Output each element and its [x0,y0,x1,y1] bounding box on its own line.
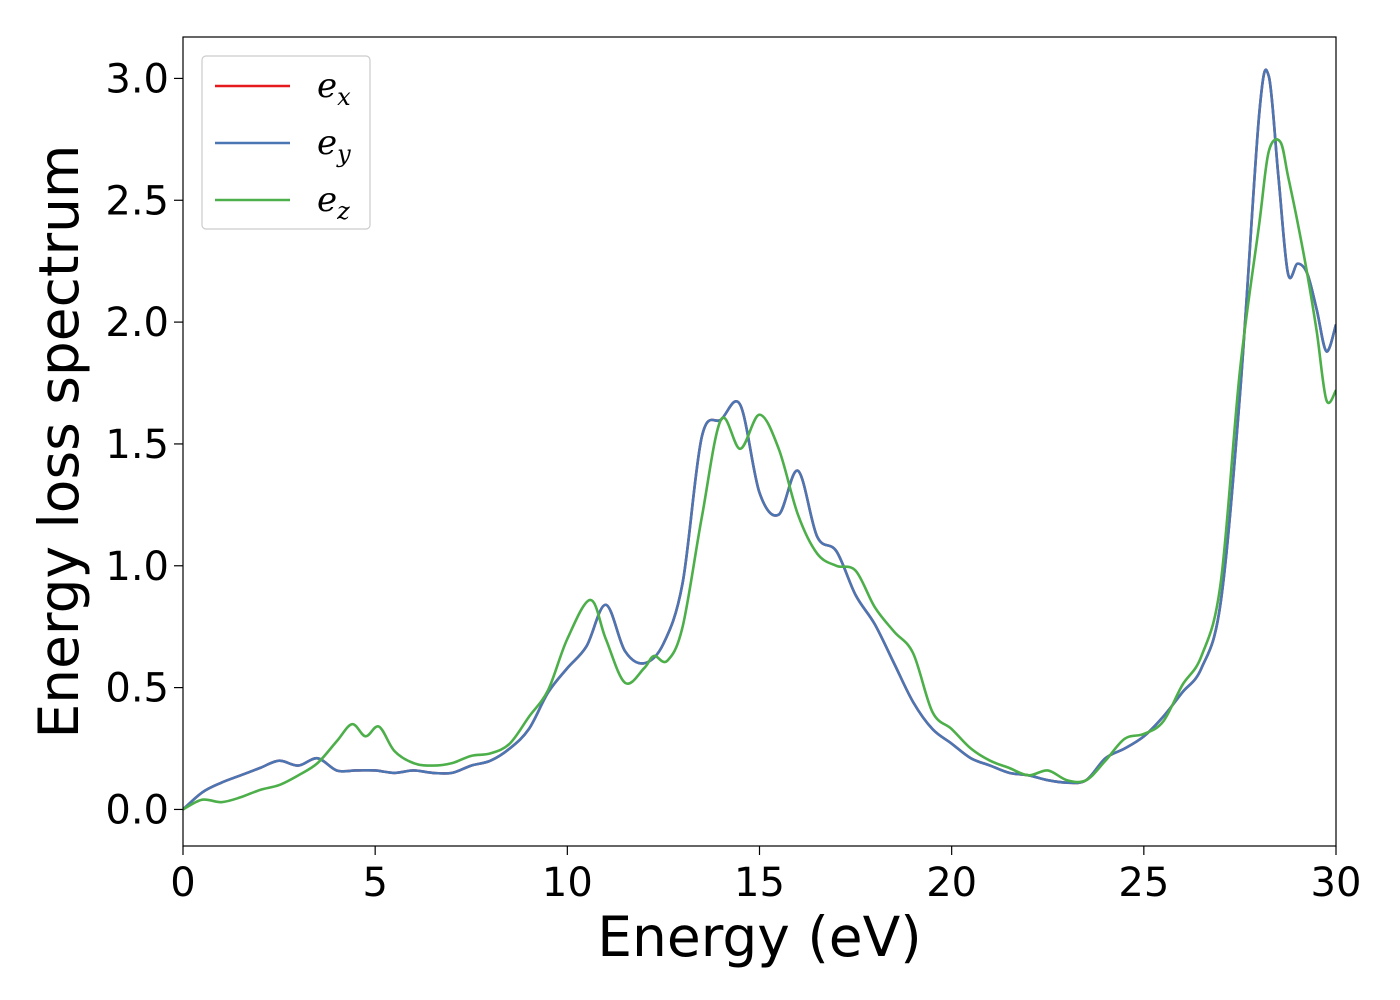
x-tick-label: 15 [734,860,785,906]
legend-label-x: ex [317,66,351,111]
x-tick-label: 30 [1311,860,1362,906]
series-line-y [183,68,1336,811]
y-tick-label: 3.0 [105,56,169,102]
y-tick-label: 2.5 [105,178,169,224]
y-tick-label: 1.5 [105,422,169,468]
x-tick-label: 0 [170,860,195,906]
legend-label-z: ez [317,180,350,225]
x-axis-title: Energy (eV) [597,905,921,969]
x-tick-label: 25 [1118,860,1169,906]
x-tick-label: 10 [542,860,593,906]
y-tick-label: 2.0 [105,300,169,346]
x-tick-label: 20 [926,860,977,906]
y-tick-label: 1.0 [105,544,169,590]
y-tick-label: 0.5 [105,666,169,712]
legend: ex ey ez [201,55,371,230]
series-line-z [183,138,1336,811]
legend-label-y: ey [317,123,351,168]
y-axis-title: Energy loss spectrum [27,144,91,738]
x-tick-label: 5 [362,860,387,906]
y-tick-label: 0.0 [105,787,169,833]
